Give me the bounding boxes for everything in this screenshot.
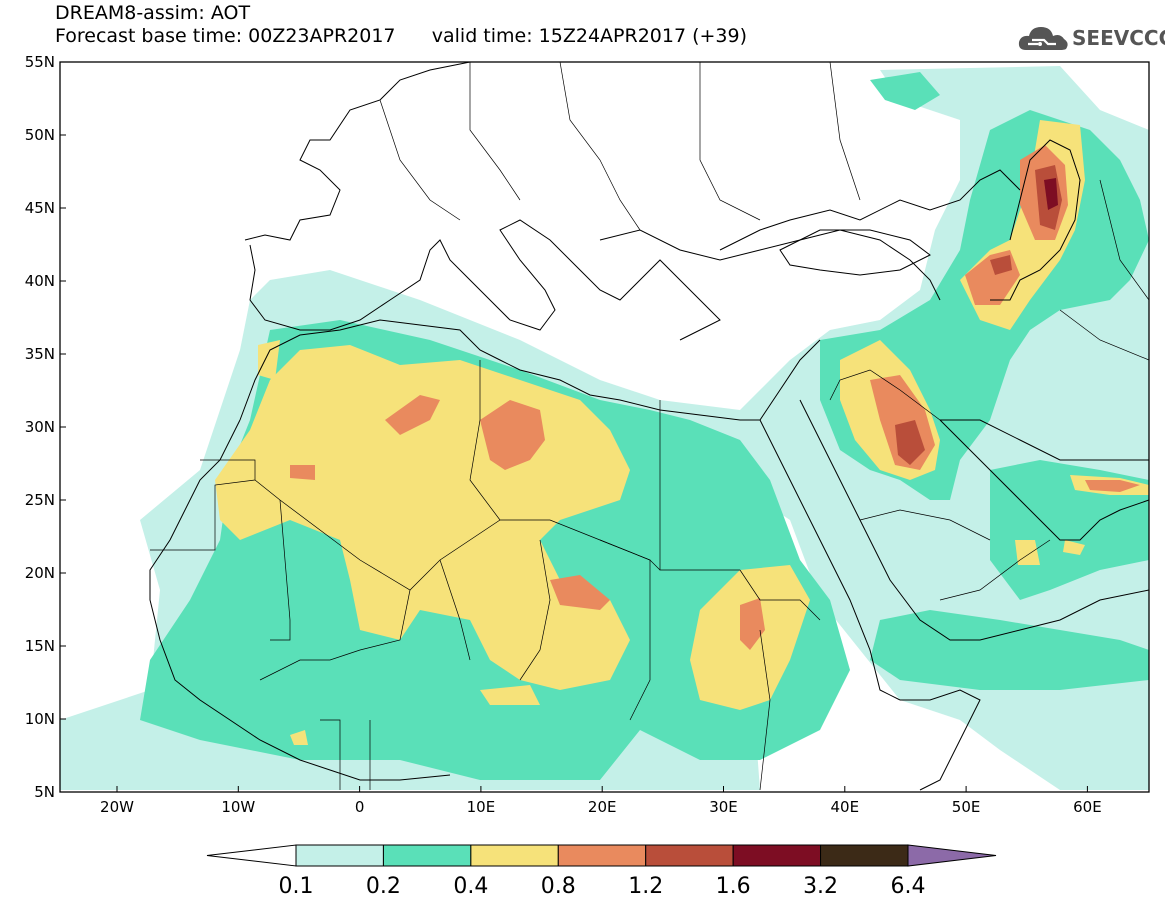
colorbar-label: 6.4 <box>891 874 926 899</box>
colorbar-max-arrow <box>907 844 997 867</box>
lat-tick-label: 35N <box>25 345 55 363</box>
colorbar-segment <box>382 844 472 867</box>
lat-tick-label: 45N <box>25 199 55 217</box>
lon-tick-label: 30E <box>709 798 738 816</box>
lon-tick-label: 60E <box>1073 798 1102 816</box>
lon-tick-label: 0 <box>355 798 365 816</box>
longitude-axis: 20W 10W 0 10E 20E 30E 40E 50E 60E <box>100 786 1102 816</box>
valid-time: valid time: 15Z24APR2017 (+39) <box>431 25 748 47</box>
logo-text: SEEVCCC <box>1072 26 1165 50</box>
colorbar-label: 0.1 <box>279 874 314 899</box>
cloud-icon <box>1018 27 1068 50</box>
colorbar-label: 0.2 <box>366 874 401 899</box>
lon-tick-label: 50E <box>952 798 981 816</box>
colorbar-segment <box>645 844 734 867</box>
colorbar-segment <box>557 844 647 867</box>
aot-level-1-6 <box>1044 178 1058 210</box>
lat-tick-label: 50N <box>25 126 55 144</box>
lat-tick-label: 15N <box>25 637 55 655</box>
lat-tick-label: 20N <box>25 564 55 582</box>
lon-tick-label: 20E <box>588 798 617 816</box>
colorbar-segment <box>295 844 384 867</box>
colorbar-label: 1.2 <box>628 874 663 899</box>
country-borders <box>150 62 1149 791</box>
lat-tick-label: 10N <box>25 710 55 728</box>
aot-field <box>60 62 1149 792</box>
colorbar-label: 0.4 <box>453 874 488 899</box>
colorbar <box>206 844 997 867</box>
lon-tick-label: 20W <box>100 798 134 816</box>
colorbar-segment <box>732 844 822 867</box>
coastlines <box>149 62 1149 791</box>
lat-tick-label: 55N <box>25 53 55 71</box>
colorbar-min-arrow <box>206 844 297 867</box>
latitude-axis: 55N 50N 45N 40N 35N 30N 25N 20N 15N 10N 5N <box>25 53 66 801</box>
base-time: Forecast base time: 00Z23APR2017 <box>55 25 396 47</box>
colorbar-label: 1.6 <box>716 874 751 899</box>
colorbar-segment <box>820 844 909 867</box>
colorbar-label: 0.8 <box>541 874 576 899</box>
colorbar-labels: 0.1 0.2 0.4 0.8 1.2 1.6 3.2 6.4 <box>279 874 926 899</box>
lat-tick-label: 5N <box>34 783 55 801</box>
colorbar-segment <box>470 844 559 867</box>
lon-tick-label: 40E <box>831 798 860 816</box>
lat-tick-label: 40N <box>25 272 55 290</box>
colorbar-label: 3.2 <box>803 874 838 899</box>
map-title: DREAM8-assim: AOT <box>55 2 251 24</box>
forecast-time-line: Forecast base time: 00Z23APR2017 valid t… <box>55 25 747 47</box>
lon-tick-label: 10E <box>467 798 496 816</box>
lat-tick-label: 25N <box>25 491 55 509</box>
lon-tick-label: 10W <box>221 798 255 816</box>
lat-tick-label: 30N <box>25 418 55 436</box>
